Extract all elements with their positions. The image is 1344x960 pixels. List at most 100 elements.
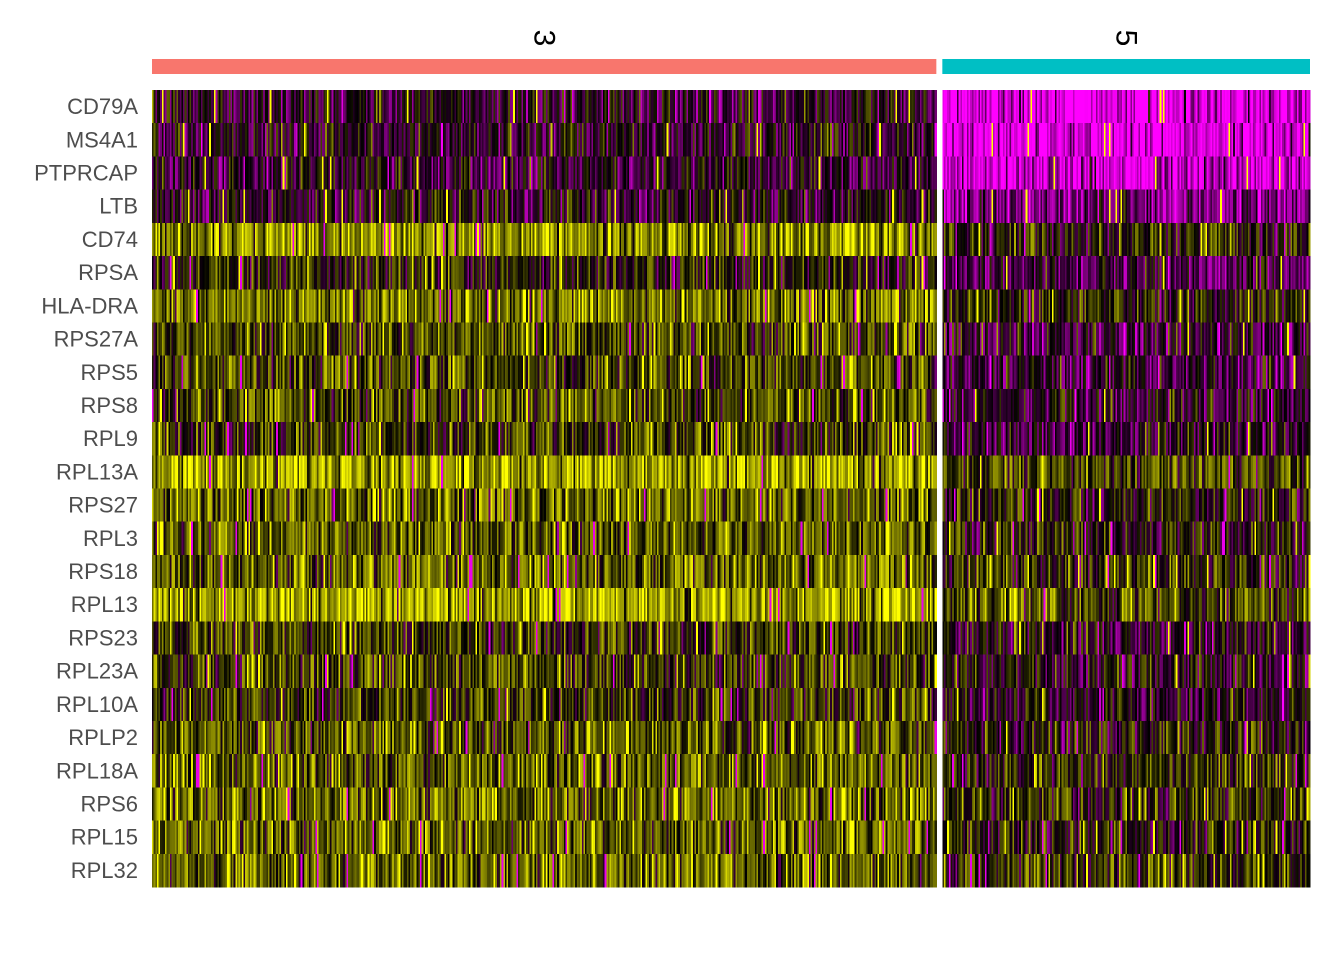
heatmap-cell bbox=[504, 90, 508, 124]
heatmap-cell bbox=[738, 90, 741, 124]
heatmap-cell bbox=[735, 90, 738, 124]
heatmap-cell bbox=[707, 90, 710, 124]
heatmap-cell bbox=[256, 123, 259, 157]
heatmap-cell bbox=[853, 90, 856, 124]
heatmap-cell bbox=[326, 123, 330, 157]
heatmap-cell bbox=[637, 90, 640, 124]
heatmap-cell bbox=[828, 90, 831, 124]
heatmap-cell bbox=[212, 123, 215, 157]
heatmap-cell bbox=[251, 123, 254, 157]
heatmap-cell bbox=[184, 90, 187, 124]
heatmap-cell bbox=[719, 90, 722, 124]
heatmap-cell bbox=[895, 90, 898, 124]
heatmap-cell bbox=[295, 123, 299, 157]
heatmap-cell bbox=[609, 90, 612, 124]
heatmap-cell bbox=[426, 90, 429, 124]
heatmap-cell bbox=[536, 90, 539, 124]
heatmap-cell bbox=[549, 90, 552, 124]
heatmap-cell bbox=[393, 123, 397, 157]
heatmap-cell bbox=[277, 90, 281, 124]
heatmap-cell bbox=[271, 123, 274, 157]
heatmap-cell bbox=[629, 90, 632, 124]
heatmap-cell bbox=[643, 90, 647, 124]
heatmap-cell bbox=[279, 90, 282, 124]
heatmap-cell bbox=[416, 90, 419, 124]
heatmap-cell bbox=[243, 123, 246, 157]
heatmap-cell bbox=[369, 123, 372, 157]
heatmap-cell bbox=[153, 90, 156, 124]
heatmap-cell bbox=[370, 123, 374, 157]
heatmap-cell bbox=[305, 90, 308, 124]
heatmap-cell bbox=[585, 90, 588, 124]
heatmap-cell bbox=[567, 90, 570, 124]
heatmap-cell bbox=[282, 90, 285, 124]
cluster-label-5: 5 bbox=[1110, 30, 1143, 47]
heatmap-cell bbox=[570, 90, 573, 124]
heatmap-cell bbox=[764, 90, 767, 124]
heatmap-cell bbox=[712, 90, 715, 124]
heatmap-cell bbox=[354, 123, 357, 157]
heatmap-cell bbox=[307, 90, 310, 124]
heatmap-cell bbox=[509, 90, 513, 124]
heatmap-cell bbox=[736, 90, 740, 124]
heatmap-cell bbox=[498, 90, 501, 124]
heatmap-cell bbox=[325, 123, 328, 157]
heatmap-cell bbox=[732, 90, 735, 124]
heatmap-cell bbox=[318, 123, 321, 157]
heatmap-cell bbox=[161, 123, 165, 157]
heatmap-cell bbox=[911, 90, 915, 124]
heatmap-cell bbox=[518, 90, 521, 124]
heatmap-cell bbox=[870, 90, 874, 124]
heatmap-cell bbox=[176, 123, 179, 157]
heatmap-cell bbox=[768, 90, 771, 124]
heatmap-cell bbox=[245, 90, 248, 124]
heatmap-cell bbox=[341, 90, 344, 124]
heatmap-cell bbox=[243, 90, 246, 124]
heatmap-cell bbox=[635, 90, 638, 124]
heatmap-cell bbox=[238, 123, 241, 157]
heatmap-cell bbox=[830, 90, 833, 124]
heatmap-cell bbox=[470, 90, 473, 124]
heatmap-cell bbox=[754, 90, 758, 124]
heatmap-cell bbox=[857, 90, 861, 124]
heatmap-cell bbox=[575, 90, 578, 124]
heatmap-cell bbox=[884, 90, 887, 124]
heatmap-cell bbox=[419, 90, 423, 124]
heatmap-cell bbox=[800, 90, 803, 124]
heatmap-cell bbox=[179, 90, 183, 124]
heatmap-cell bbox=[398, 90, 401, 124]
heatmap-cell bbox=[934, 222, 937, 257]
heatmap-cell bbox=[625, 90, 629, 124]
heatmap-cell bbox=[885, 90, 888, 124]
heatmap-cell bbox=[910, 90, 913, 124]
heatmap-cell bbox=[303, 123, 307, 157]
heatmap-cell bbox=[201, 90, 204, 124]
heatmap-cell bbox=[387, 90, 390, 124]
heatmap-cell bbox=[851, 90, 854, 124]
heatmap-cell bbox=[271, 90, 274, 124]
heatmap-cell bbox=[429, 90, 433, 124]
heatmap-cell bbox=[285, 123, 289, 157]
heatmap-cell bbox=[189, 123, 192, 157]
heatmap-cell bbox=[552, 90, 555, 124]
heatmap-cell bbox=[367, 123, 370, 157]
heatmap-cell bbox=[692, 90, 696, 124]
heatmap-cell bbox=[178, 90, 181, 124]
heatmap-cell bbox=[390, 90, 393, 124]
heatmap-cell bbox=[550, 90, 553, 124]
heatmap-cell bbox=[802, 90, 805, 124]
heatmap-cell bbox=[166, 123, 169, 157]
heatmap-cell bbox=[339, 90, 343, 124]
heatmap-cell bbox=[361, 90, 364, 124]
heatmap-cell bbox=[158, 90, 161, 124]
heatmap-cell bbox=[818, 90, 821, 124]
heatmap-cell bbox=[330, 90, 333, 124]
heatmap-cell bbox=[323, 123, 326, 157]
heatmap-cell bbox=[292, 123, 295, 157]
heatmap-cell bbox=[333, 90, 336, 124]
heatmap-cell bbox=[663, 90, 666, 124]
heatmap-cell bbox=[627, 90, 630, 124]
heatmap-cell bbox=[480, 90, 483, 124]
heatmap-cell bbox=[320, 90, 323, 124]
heatmap-cell bbox=[666, 90, 669, 124]
